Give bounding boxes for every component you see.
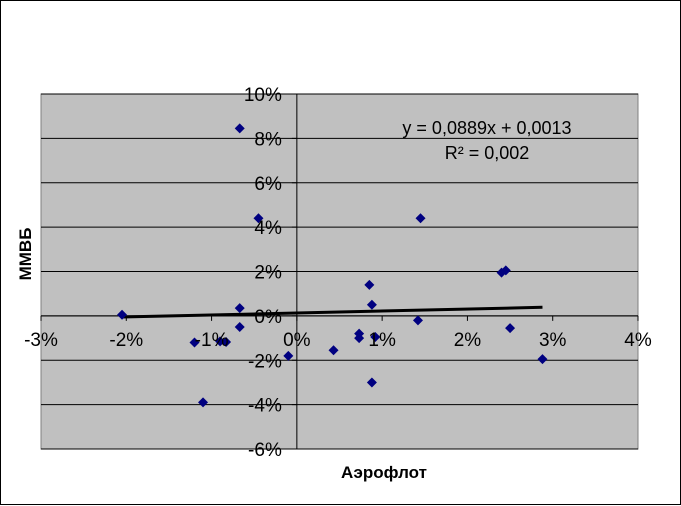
trendline bbox=[121, 305, 543, 319]
data-point-13 bbox=[364, 279, 375, 290]
data-point-1 bbox=[189, 337, 200, 348]
x-axis-title: Аэрофлот bbox=[341, 463, 427, 482]
data-point-5 bbox=[234, 123, 245, 134]
data-point-8 bbox=[253, 213, 264, 224]
y-tick-label-7: 8% bbox=[254, 129, 282, 150]
x-tick-label-3: 0% bbox=[283, 330, 311, 351]
trendline-r-squared: R² = 0,002 bbox=[445, 143, 530, 163]
data-point-18 bbox=[415, 213, 426, 224]
x-tick-label-1: -2% bbox=[109, 330, 143, 351]
y-tick-label-6: 6% bbox=[254, 174, 282, 195]
data-point-10 bbox=[328, 345, 339, 356]
data-point-21 bbox=[505, 323, 516, 334]
data-point-4 bbox=[221, 337, 232, 348]
trendline-equation: y = 0,0889x + 0,0013 bbox=[402, 118, 571, 138]
data-point-15 bbox=[366, 377, 377, 388]
data-point-6 bbox=[234, 303, 245, 314]
data-point-9 bbox=[283, 350, 294, 361]
y-tick-label-2: -2% bbox=[248, 351, 282, 372]
data-point-2 bbox=[198, 397, 209, 408]
x-tick-label-0: -3% bbox=[24, 330, 58, 351]
data-point-7 bbox=[234, 321, 245, 332]
x-tick-label-2: -1% bbox=[195, 330, 229, 351]
data-point-16 bbox=[370, 331, 381, 342]
y-tick-label-4: 2% bbox=[254, 263, 282, 284]
y-tick-label-0: -6% bbox=[248, 440, 282, 461]
data-point-22 bbox=[537, 354, 548, 365]
data-point-17 bbox=[412, 315, 423, 326]
y-tick-label-1: -4% bbox=[248, 396, 282, 417]
data-point-3 bbox=[215, 336, 226, 347]
y-tick-label-8: 10% bbox=[244, 85, 282, 106]
y-tick-label-3: 0% bbox=[254, 307, 282, 328]
x-tick-label-7: 4% bbox=[624, 330, 652, 351]
data-point-14 bbox=[366, 299, 377, 310]
data-point-12 bbox=[354, 333, 365, 344]
x-tick-label-6: 3% bbox=[539, 330, 567, 351]
x-tick-label-4: 1% bbox=[368, 330, 396, 351]
y-axis-title: ММВБ bbox=[16, 228, 35, 281]
y-tick-label-5: 4% bbox=[254, 218, 282, 239]
data-point-20 bbox=[500, 265, 511, 276]
data-point-0 bbox=[117, 309, 128, 320]
x-tick-label-5: 2% bbox=[454, 330, 482, 351]
